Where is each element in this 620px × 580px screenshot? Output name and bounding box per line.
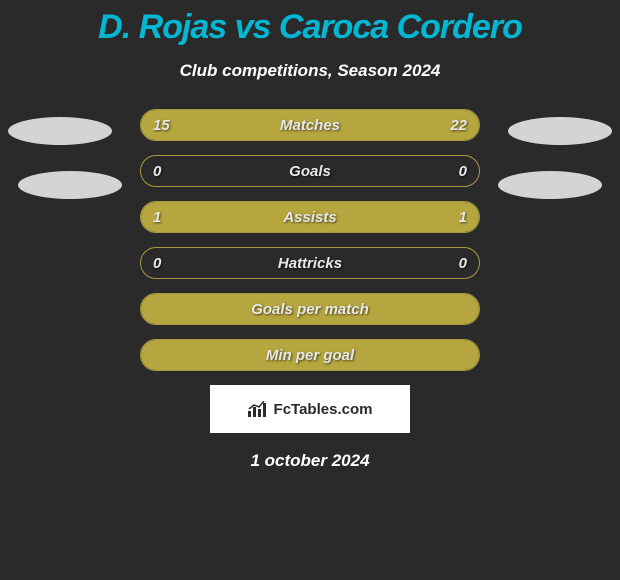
stat-row: Min per goal [140,339,480,371]
stat-label: Hattricks [141,255,479,272]
comparison-chart: 15Matches220Goals01Assists10Hattricks0Go… [0,109,620,371]
stat-value-right: 0 [459,255,467,272]
player-left-ellipse-2 [18,171,122,199]
stat-row: 1Assists1 [140,201,480,233]
date-line: 1 october 2024 [0,451,620,471]
chart-icon [248,401,268,417]
page-title: D. Rojas vs Caroca Cordero [0,0,620,47]
stat-row: Goals per match [140,293,480,325]
stat-rows: 15Matches220Goals01Assists10Hattricks0Go… [140,109,480,371]
player-right-ellipse-1 [508,117,612,145]
player-right-ellipse-2 [498,171,602,199]
stat-row: 0Hattricks0 [140,247,480,279]
subtitle: Club competitions, Season 2024 [0,61,620,81]
stat-label: Matches [141,117,479,134]
stat-row: 15Matches22 [140,109,480,141]
stat-label: Min per goal [141,347,479,364]
player-left-ellipse-1 [8,117,112,145]
watermark-text: FcTables.com [274,401,373,418]
stat-value-right: 0 [459,163,467,180]
stat-label: Assists [141,209,479,226]
stat-value-right: 22 [450,117,467,134]
stat-label: Goals [141,163,479,180]
stat-row: 0Goals0 [140,155,480,187]
watermark: FcTables.com [210,385,410,433]
stat-label: Goals per match [141,301,479,318]
stat-value-right: 1 [459,209,467,226]
